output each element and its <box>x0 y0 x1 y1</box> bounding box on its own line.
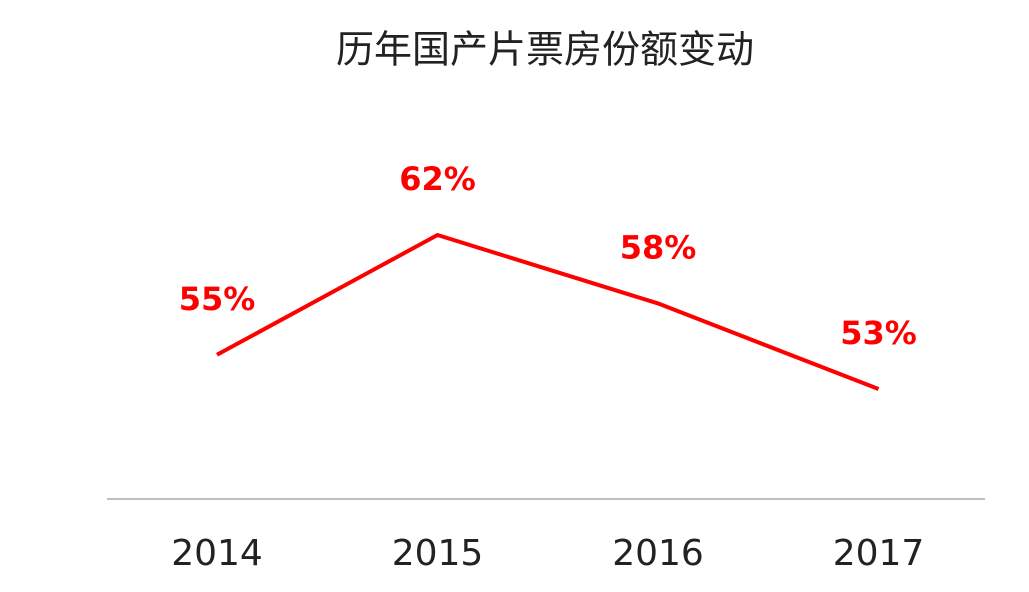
data-label: 55% <box>179 280 256 318</box>
x-tick-label: 2016 <box>612 533 704 574</box>
data-label: 58% <box>620 228 697 266</box>
chart-title: 历年国产片票房份额变动 <box>336 28 754 72</box>
data-label: 62% <box>399 160 476 198</box>
data-label: 53% <box>840 314 917 352</box>
x-tick-label: 2015 <box>392 533 484 574</box>
line <box>216 232 880 391</box>
x-tick-label: 2017 <box>833 533 925 574</box>
x-tick-label: 2014 <box>171 533 263 574</box>
